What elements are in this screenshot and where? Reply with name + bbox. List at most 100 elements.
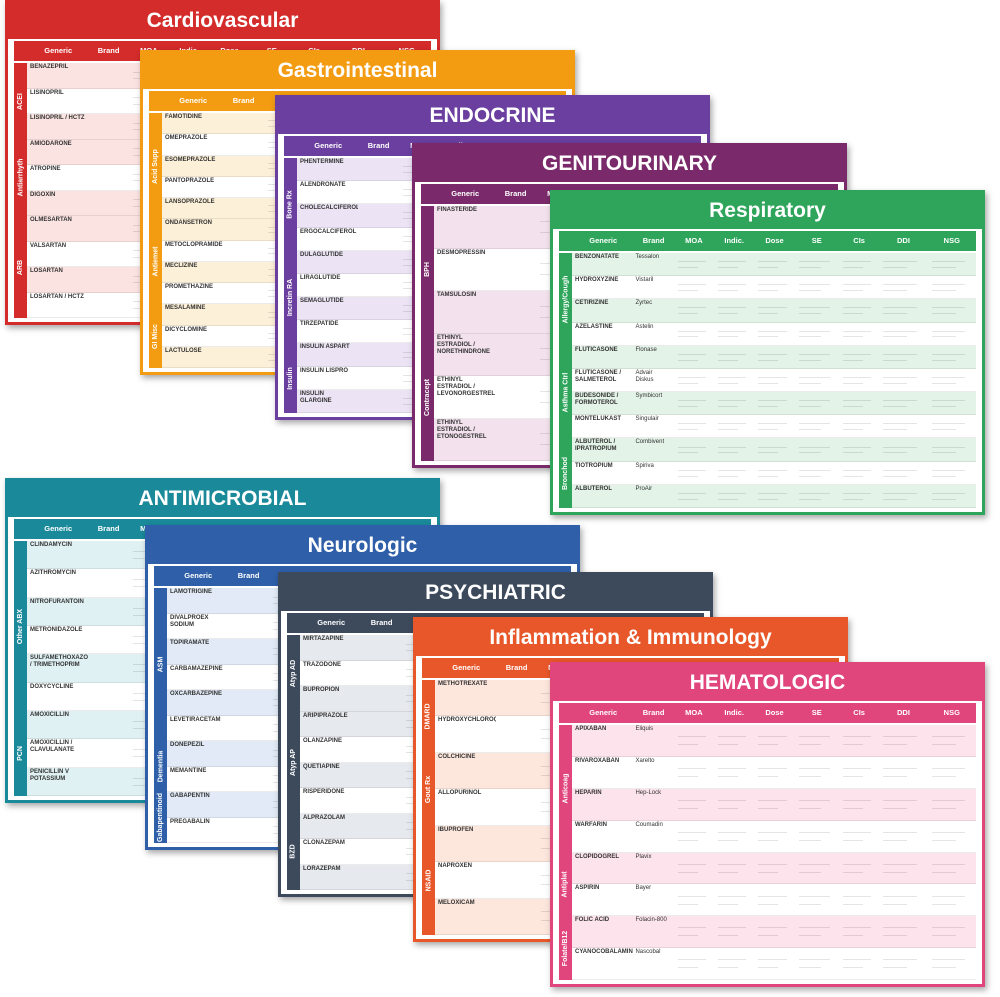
cell-text <box>798 429 821 431</box>
cell-text <box>883 446 918 448</box>
section-text: Anticoag <box>562 773 570 804</box>
column-header: Dose <box>765 236 784 245</box>
section-text: Atyp AP <box>290 749 297 776</box>
generic-name: ESOMEPRAZOLE <box>165 156 216 163</box>
cell-text <box>798 307 830 309</box>
cell-text <box>842 492 872 494</box>
cell-text <box>883 839 908 841</box>
generic-name: PANTOPRAZOLE <box>165 177 215 184</box>
section-label: Folate/B12 <box>559 916 572 980</box>
column-header: Generic <box>314 141 343 150</box>
generic-name: ETHINYL ESTRADIOL / LEVONORGESTREL <box>437 377 496 397</box>
generic-name: ONDANSETRON <box>165 220 213 227</box>
cell-text <box>758 967 779 969</box>
cell-text <box>798 871 821 873</box>
cell-text <box>842 382 864 384</box>
section-text: Acid Supp <box>152 148 159 184</box>
column-header: Brand <box>642 708 665 717</box>
cell-text <box>931 935 956 937</box>
generic-name: PROMETHAZINE <box>165 284 213 290</box>
cell-text <box>677 336 698 338</box>
section-text: Atyp AD <box>290 659 298 687</box>
cell-text <box>132 699 153 701</box>
cell-text <box>798 475 821 477</box>
cell-text <box>758 776 779 777</box>
cell-text <box>931 959 966 961</box>
cell-text <box>798 863 830 865</box>
generic-name: AZITHROMYCIN <box>30 570 76 577</box>
cell-text <box>718 799 747 801</box>
cell-text <box>798 744 821 746</box>
generic-name: HYDROXYCHLOROQUINE <box>438 717 496 724</box>
cell-text <box>842 768 872 770</box>
cell-text <box>677 744 698 746</box>
cell-text <box>842 967 864 969</box>
cell-text <box>842 935 864 937</box>
section-label: Dementia <box>154 741 167 792</box>
card-title: ANTIMICROBIAL <box>8 481 437 517</box>
cell-text <box>798 359 821 361</box>
card-title: Cardiovascular <box>8 3 437 39</box>
cell-text <box>842 446 872 448</box>
generic-name: METRONIDAZOLE <box>30 627 83 633</box>
cell-text <box>931 799 966 801</box>
column-header: DDI <box>896 236 910 245</box>
cell-text <box>758 307 787 309</box>
generic-name: CYANOCOBALAMIN <box>575 949 633 956</box>
section-text: Dementia <box>157 750 165 783</box>
cell-text <box>718 429 739 431</box>
brand-name: Vistaril <box>635 277 654 284</box>
cell-text <box>931 313 956 315</box>
column-header: Generic <box>589 708 618 717</box>
column-header: Brand <box>504 189 527 198</box>
generic-name: TAMSULOSIN <box>437 292 477 298</box>
section-text: Insulin <box>287 366 294 390</box>
brand-name: Hep-Lock <box>635 789 662 796</box>
cell-text <box>758 266 779 268</box>
cell-text <box>718 831 747 833</box>
cell-text <box>718 839 739 841</box>
generic-name: COLCHICINE <box>438 753 476 760</box>
generic-name: ERGOCALCIFEROL <box>300 228 357 235</box>
cell-text <box>677 959 706 961</box>
cell-text <box>798 831 830 833</box>
cell-text <box>718 336 739 338</box>
cell-text <box>718 498 739 500</box>
generic-name: GABAPENTIN <box>170 793 210 799</box>
cell-text <box>798 935 821 937</box>
generic-name: OLMESARTAN <box>30 217 72 223</box>
section-text: ASM <box>157 656 164 673</box>
cell-text <box>798 967 821 969</box>
column-header: DDI <box>896 708 910 717</box>
card-title: Respiratory <box>553 193 982 229</box>
section-label: ARB <box>14 216 27 318</box>
cell-text <box>677 967 698 969</box>
cell-text <box>677 313 698 315</box>
brand-name: Xarelto <box>635 757 655 764</box>
generic-name: LOSARTAN / HCTZ <box>30 293 84 300</box>
cell-text <box>931 903 956 905</box>
section-text: Incretin RA <box>287 278 294 316</box>
column-header: Brand <box>642 236 665 245</box>
column-header: Brand <box>367 141 390 150</box>
cell-text <box>883 423 918 425</box>
cell-text <box>842 452 864 454</box>
header-row: Generic Brand MOA Indic. Dose SE CIs DDI NSG <box>559 703 976 723</box>
cell-text <box>758 330 787 332</box>
cell-text <box>677 307 706 309</box>
cell-text <box>883 475 908 477</box>
cell-text <box>798 382 821 384</box>
cell-text <box>931 967 956 969</box>
section-text: Allergy/Cough <box>562 275 569 324</box>
section-label: Contracept <box>421 333 434 461</box>
cell-text <box>883 359 908 361</box>
generic-name: DIGOXIN <box>30 191 56 198</box>
cell-text <box>798 807 821 809</box>
cell-text <box>883 895 918 897</box>
section-label: ACEI <box>14 63 27 140</box>
cell-text <box>798 903 821 905</box>
cell-text <box>931 290 956 292</box>
cell-text <box>883 768 918 770</box>
section-text: DMARD <box>425 703 432 730</box>
cell-text <box>842 405 864 407</box>
